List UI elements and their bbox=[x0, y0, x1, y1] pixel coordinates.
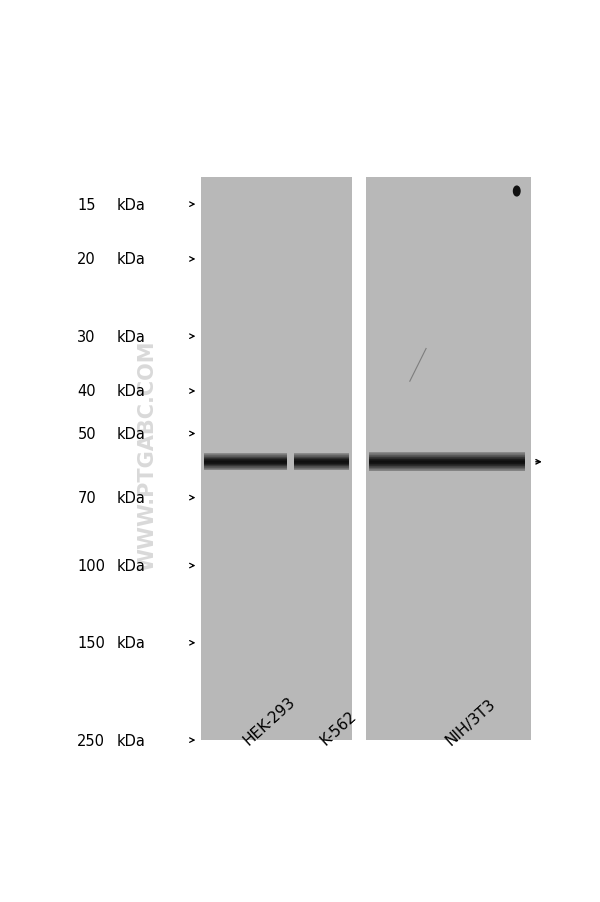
Text: 250: 250 bbox=[77, 732, 106, 748]
Text: 50: 50 bbox=[77, 427, 96, 441]
Text: kDa: kDa bbox=[117, 253, 146, 267]
Circle shape bbox=[514, 187, 520, 197]
Text: 15: 15 bbox=[77, 198, 96, 212]
Text: kDa: kDa bbox=[117, 491, 146, 505]
Text: 30: 30 bbox=[77, 329, 96, 345]
Bar bbox=[365, 178, 531, 741]
Text: HEK-293: HEK-293 bbox=[241, 694, 298, 747]
Bar bbox=[200, 178, 352, 741]
Text: 40: 40 bbox=[77, 384, 96, 399]
Text: kDa: kDa bbox=[117, 427, 146, 441]
Text: 70: 70 bbox=[77, 491, 96, 505]
Text: K-562: K-562 bbox=[317, 707, 359, 747]
Text: 150: 150 bbox=[77, 636, 105, 650]
Text: WWW.PTGABC.COM: WWW.PTGABC.COM bbox=[137, 340, 157, 571]
Text: kDa: kDa bbox=[117, 384, 146, 399]
Text: 100: 100 bbox=[77, 558, 106, 574]
Text: 20: 20 bbox=[77, 253, 96, 267]
Text: kDa: kDa bbox=[117, 636, 146, 650]
Text: NIH/3T3: NIH/3T3 bbox=[442, 695, 498, 747]
Text: kDa: kDa bbox=[117, 732, 146, 748]
Text: kDa: kDa bbox=[117, 558, 146, 574]
Text: kDa: kDa bbox=[117, 198, 146, 212]
Text: kDa: kDa bbox=[117, 329, 146, 345]
